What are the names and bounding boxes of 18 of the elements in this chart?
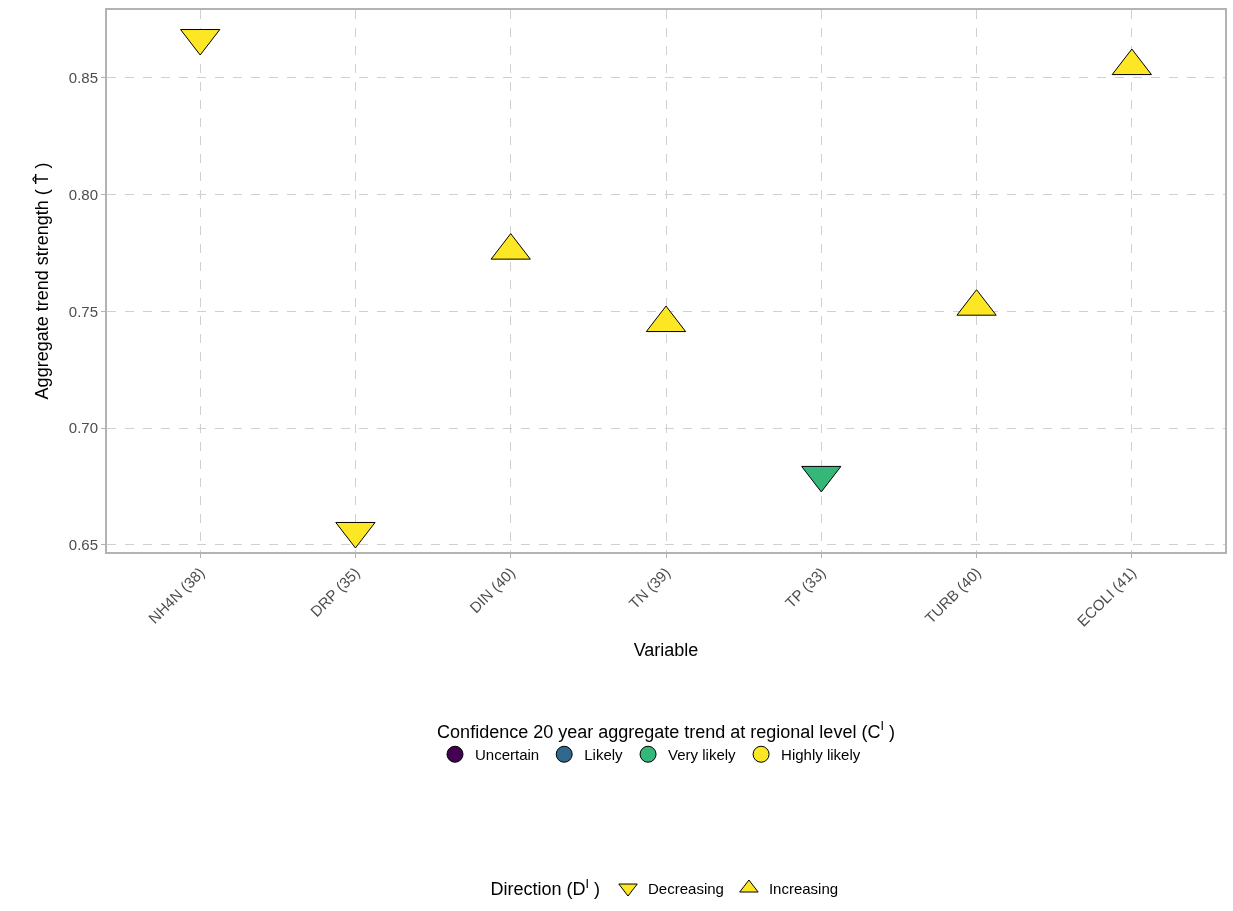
text: Direction (D$^{I}$ ) <box>490 876 601 900</box>
x-tick-label: TN (39) <box>625 563 674 612</box>
legend-label: Increasing <box>768 879 839 897</box>
y-tick-label: 0.85 <box>68 69 98 86</box>
y-tick-label: 0.70 <box>68 419 98 437</box>
legend-label: Highly likely <box>781 746 861 764</box>
y-tick-label: 0.75 <box>68 302 98 320</box>
legend-label: Decreasing <box>648 879 724 897</box>
x-tick-label: DIN (40) <box>466 563 519 617</box>
legend-label: Very likely <box>668 746 737 764</box>
legend-label: Likely <box>584 746 624 764</box>
x-axis-title: Variable <box>633 640 699 661</box>
y-axis-title: Aggregate trend strength ( T̂ ) <box>31 162 53 400</box>
text: Confidence 20 year aggregate trend at regional level (C$^{I}$ ) <box>437 719 895 742</box>
y-tick-label: 0.80 <box>68 185 98 203</box>
x-tick-label: TP (33) <box>781 563 829 612</box>
legend-label: Uncertain <box>475 746 540 764</box>
y-tick-label: 0.65 <box>68 536 98 554</box>
